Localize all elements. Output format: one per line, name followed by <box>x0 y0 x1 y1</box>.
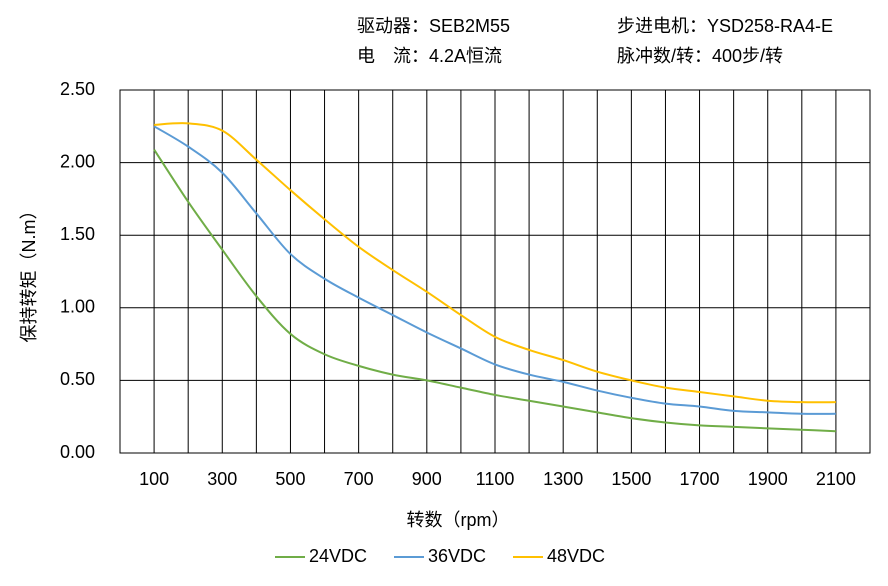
x-tick-label: 1700 <box>680 469 720 489</box>
x-tick-label: 1300 <box>543 469 583 489</box>
y-tick-label: 2.50 <box>60 79 95 99</box>
y-tick-label: 1.00 <box>60 297 95 317</box>
legend-label: 24VDC <box>309 546 367 566</box>
annotation: 驱动器：SEB2M55 <box>357 16 510 36</box>
legend-label: 48VDC <box>547 546 605 566</box>
y-axis-label: 保持转矩（N.m） <box>19 202 39 343</box>
x-tick-label: 500 <box>275 469 305 489</box>
annotation: 步进电机：YSD258-RA4-E <box>617 16 833 36</box>
series-line <box>153 148 836 433</box>
x-tick-label: 700 <box>344 469 374 489</box>
x-tick-label: 100 <box>139 469 169 489</box>
x-tick-label: 1100 <box>476 469 515 489</box>
series-line <box>154 122 836 404</box>
series-line <box>153 125 836 415</box>
x-axis-label: 转数（rpm） <box>407 510 510 530</box>
x-tick-label: 2100 <box>816 469 856 489</box>
y-tick-label: 0.00 <box>60 442 95 462</box>
x-tick-label: 1900 <box>748 469 788 489</box>
y-tick-label: 2.00 <box>60 151 95 171</box>
y-tick-label: 0.50 <box>60 369 95 389</box>
x-tick-label: 300 <box>207 469 237 489</box>
x-tick-label: 1500 <box>611 469 651 489</box>
legend-label: 36VDC <box>428 546 486 566</box>
y-tick-label: 1.50 <box>60 224 95 244</box>
annotation: 电 流：4.2A恒流 <box>357 46 502 66</box>
x-tick-label: 900 <box>412 469 442 489</box>
annotation: 脉冲数/转：400步/转 <box>617 46 783 66</box>
